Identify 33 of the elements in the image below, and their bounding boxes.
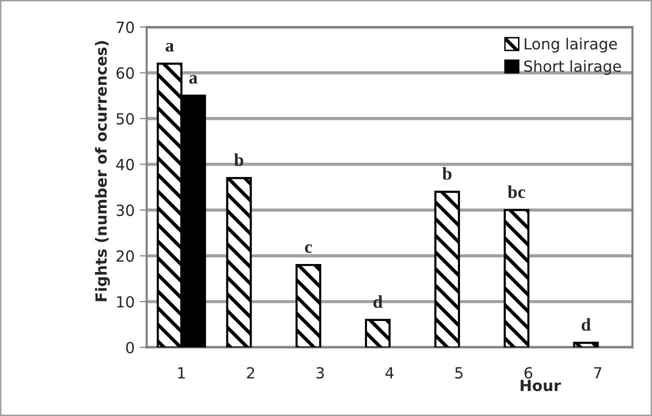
bar (504, 209, 530, 348)
bar (434, 190, 460, 348)
x-tick-label: 1 (178, 367, 185, 378)
annotation: d (373, 295, 383, 308)
y-tick-label: 10 (117, 296, 134, 308)
annotation: bc (508, 185, 526, 198)
legend-label: Long lairage (524, 38, 617, 53)
annotation: b (234, 153, 244, 166)
annotation: c (304, 244, 312, 253)
y-tick-label: 0 (126, 342, 134, 354)
y-tick-label: 50 (116, 113, 134, 125)
y-tick-label: 20 (116, 250, 134, 262)
y-tick-label: 60 (116, 67, 134, 79)
y-axis-title: Fights (number of ocurrences) (94, 41, 110, 302)
x-tick-label: 4 (385, 367, 394, 378)
x-tick-label: 6 (524, 367, 532, 379)
x-axis-title: Hour (520, 380, 561, 392)
y-tick-label: 70 (116, 22, 134, 34)
x-tick-label: 7 (594, 367, 602, 378)
bar (573, 342, 599, 348)
y-tick-label: 40 (116, 158, 134, 170)
annotation: d (582, 318, 591, 331)
x-tick-label: 5 (455, 367, 462, 379)
bar (296, 264, 322, 348)
annotation: a (166, 42, 174, 52)
x-tick-label: 2 (247, 367, 254, 378)
bar (364, 318, 391, 348)
y-tick-label: 30 (116, 204, 134, 216)
x-tick-label: 3 (316, 367, 324, 379)
annotation: a (189, 75, 198, 84)
annotation: b (442, 167, 452, 180)
legend-label: Short lairage (524, 60, 621, 75)
bar (226, 177, 252, 348)
